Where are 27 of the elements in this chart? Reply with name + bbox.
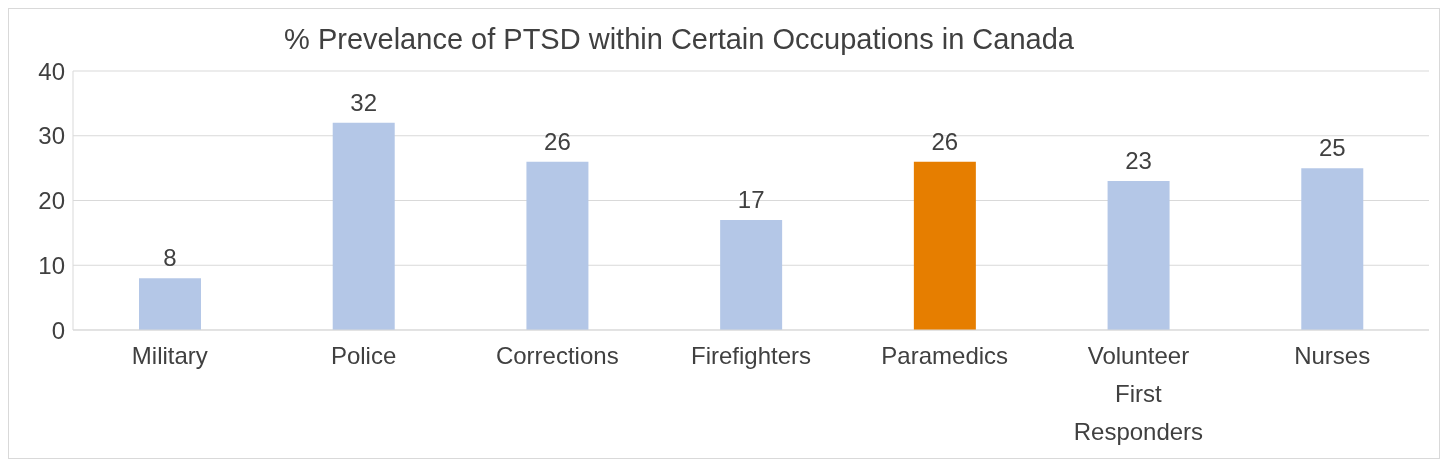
bar [1301,168,1364,330]
data-label: 8 [163,244,177,272]
bar [1107,181,1170,330]
data-label: 17 [737,185,765,213]
bar [332,122,395,330]
y-tick-label: 10 [38,251,65,279]
x-tick-label: Paramedics [881,342,1009,369]
data-label: 26 [544,127,571,155]
bar [720,219,783,330]
data-label: 26 [931,127,959,155]
x-tick-label: Volunteer First Responders [1073,342,1204,445]
data-label: 23 [1125,147,1152,175]
x-tick-label: Firefighters [690,342,812,369]
bar [913,161,976,330]
data-label: 25 [1318,134,1346,162]
bar [139,278,201,330]
y-tick-label: 0 [51,316,65,344]
chart-title: % Prevelance of PTSD within Certain Occupations in Canada [283,23,1075,56]
y-tick-label: 20 [38,187,65,215]
data-label: 32 [350,88,378,116]
bar [526,161,589,330]
x-tick-label: Nurses [1294,342,1371,369]
x-tick-label: Corrections [495,342,619,369]
y-tick-label: 40 [38,57,65,85]
x-tick-label: Police [330,342,397,369]
x-tick-label: Military [131,342,208,369]
y-tick-label: 30 [38,122,65,150]
